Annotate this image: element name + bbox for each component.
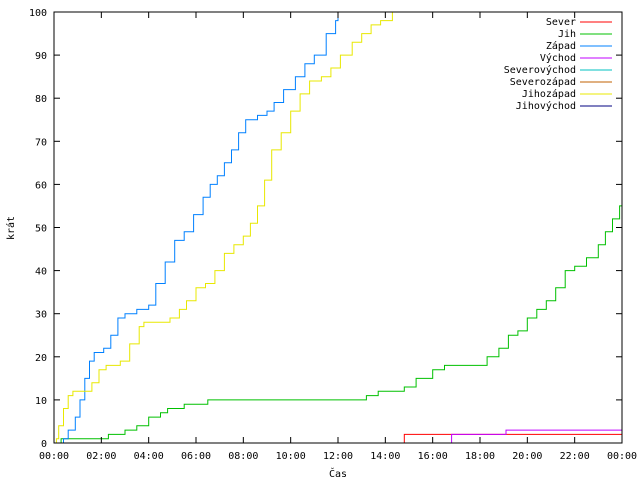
y-tick-label: 70: [35, 137, 47, 148]
x-tick-label: 00:00: [607, 451, 637, 462]
legend-label: Severovýchod: [504, 64, 576, 76]
y-tick-label: 0: [41, 439, 47, 450]
y-tick-label: 100: [29, 8, 47, 19]
x-tick-label: 10:00: [276, 451, 306, 462]
series-line-6: [54, 12, 393, 444]
y-tick-label: 80: [35, 94, 47, 105]
x-tick-label: 12:00: [323, 451, 353, 462]
y-tick-label: 60: [35, 180, 47, 191]
x-tick-label: 18:00: [465, 451, 495, 462]
x-tick-label: 08:00: [228, 451, 258, 462]
legend-label: Jihozápad: [522, 88, 576, 100]
x-tick-label: 22:00: [560, 451, 590, 462]
legend-label: Východ: [540, 52, 576, 64]
legend-label: Jih: [558, 29, 576, 40]
y-tick-label: 40: [35, 267, 47, 278]
x-axis-label: Čas: [329, 467, 347, 480]
y-tick-label: 20: [35, 353, 47, 364]
legend-label: Severozápad: [510, 76, 576, 88]
x-tick-label: 14:00: [370, 451, 400, 462]
legend: SeverJihZápadVýchodSeverovýchodSeverozáp…: [504, 17, 612, 112]
y-axis-label: krát: [5, 216, 17, 240]
series-line-1: [54, 197, 623, 444]
legend-label: Západ: [546, 40, 576, 52]
x-tick-label: 16:00: [418, 451, 448, 462]
x-tick-label: 20:00: [512, 451, 542, 462]
x-tick-label: 02:00: [86, 451, 116, 462]
x-tick-label: 06:00: [181, 451, 211, 462]
legend-label: Jihovýchod: [516, 100, 576, 112]
ticks-layer: 00:00 02:00 04:00 06:00 08:00 10:00 12:00 14:00…: [29, 8, 637, 462]
x-tick-label: 00:00: [39, 451, 69, 462]
y-tick-label: 10: [35, 396, 47, 407]
y-tick-label: 30: [35, 310, 47, 321]
legend-label: Sever: [546, 17, 576, 28]
y-tick-label: 90: [35, 51, 47, 62]
y-tick-label: 50: [35, 224, 47, 235]
x-tick-label: 04:00: [134, 451, 164, 462]
series-line-2: [54, 12, 339, 444]
